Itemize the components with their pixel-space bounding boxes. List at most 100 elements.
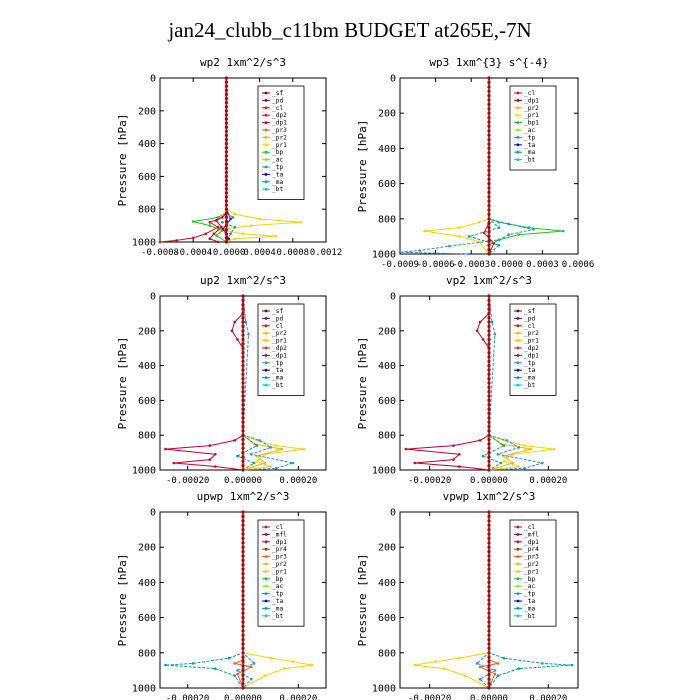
series-point_tp: [497, 238, 501, 242]
legend: _cl_mfl_dp1_pr4_pr3_pr2_pr1_bp_ac_tp_ta_…: [509, 519, 557, 627]
legend-entry: _pr4: [272, 546, 287, 553]
legend-entry: _bp: [272, 149, 283, 156]
legend-marker: [264, 317, 268, 320]
series-point_tp: [493, 669, 497, 672]
legend-marker: [264, 99, 268, 102]
series-point_pr3: [250, 665, 253, 669]
legend-marker: [516, 614, 520, 618]
y-tick-label: 0: [150, 74, 156, 85]
x-tick-label: 0.00000: [224, 476, 262, 486]
series-point_dp1: [458, 465, 461, 468]
series-point_ma: [517, 667, 520, 670]
y-tick-label: 800: [378, 214, 396, 225]
legend-marker: [264, 376, 268, 379]
legend-marker: [516, 540, 520, 544]
legend-entry: _ta: [524, 367, 535, 374]
series-point_dp1: [208, 237, 212, 240]
series-point_pr1: [299, 221, 303, 224]
x-tick-label: 0.0012: [310, 248, 343, 258]
legend-marker: [516, 121, 520, 124]
legend-entry: _pr3: [272, 554, 287, 561]
series-point_pr1: [263, 674, 267, 677]
y-tick-label: 800: [378, 431, 396, 442]
legend-marker: [516, 570, 520, 573]
legend-marker: [516, 599, 520, 603]
series-point_ma: [231, 216, 235, 219]
legend-marker: [516, 106, 520, 110]
legend-entry: _pr1: [272, 142, 287, 149]
series-point_pr1: [502, 460, 506, 463]
series-point_pr1: [274, 444, 278, 447]
legend-entry: _tp: [524, 360, 535, 367]
y-tick-label: 200: [138, 543, 156, 554]
series-point_pr1: [255, 460, 259, 463]
legend-entry: _ac: [524, 583, 535, 590]
series-point_cl: [492, 242, 496, 245]
series-point_dp1: [413, 461, 417, 465]
y-tick-label: 200: [378, 543, 396, 554]
series-point_ma: [497, 243, 501, 247]
y-axis-label: Pressure [hPa]: [356, 337, 369, 430]
y-tick-label: 1000: [372, 250, 396, 261]
series-point_dp1: [208, 444, 212, 447]
series-point_pr3: [233, 662, 236, 665]
series-point_cl: [482, 231, 486, 235]
legend-marker: [264, 121, 268, 124]
x-tick-label: 0.0004: [243, 248, 276, 258]
series-line_ma: [488, 512, 573, 689]
legend-entry: _dp1: [272, 120, 287, 127]
series-point_pr1: [458, 235, 461, 238]
legend-entry: _mfl: [524, 531, 539, 538]
series-point_tp: [236, 669, 239, 672]
series-point_tp: [291, 461, 295, 465]
series-point_pr2: [263, 461, 267, 465]
series-point_dp1: [475, 329, 479, 333]
x-tick-label: 0.0003: [526, 260, 559, 270]
series-point_pr1: [464, 674, 467, 677]
legend-entry: _mfl: [272, 531, 287, 538]
x-tick-label: 0.0006: [562, 260, 595, 270]
panel-5: 0 200 400 600 800 1000 -0.00020 0.00000 0.00020 u…: [116, 490, 327, 700]
series-point_pr1: [553, 447, 556, 451]
legend-entry: _cl: [272, 524, 283, 531]
series-line_pr1: [414, 512, 490, 689]
series-point_tp: [418, 249, 422, 252]
series-point_ma: [233, 674, 236, 677]
legend-marker: [264, 570, 268, 573]
legend-marker: [264, 383, 268, 387]
y-tick-label: 200: [378, 326, 396, 337]
series-point_ma: [481, 454, 485, 458]
legend-entry: _bp: [524, 576, 535, 583]
legend-marker: [264, 547, 268, 551]
x-tick-label: -0.0003: [452, 260, 490, 270]
legend-entry: _dp1: [272, 539, 287, 546]
series-point_dp1: [215, 219, 218, 222]
y-tick-label: 1000: [132, 466, 156, 477]
series-point_pr1: [233, 212, 236, 216]
legend-entry: _dp1: [524, 97, 539, 104]
legend-entry: _ac: [272, 583, 283, 590]
legend-entry: _pr2: [524, 105, 539, 112]
legend-marker: [264, 607, 268, 610]
legend-marker: [264, 540, 268, 544]
series-point_ma: [233, 225, 236, 229]
legend-marker: [516, 150, 520, 154]
y-tick-label: 600: [138, 396, 156, 407]
legend-entry: _sf: [524, 308, 535, 315]
legend-marker: [264, 339, 268, 342]
legend-entry: _pr1: [272, 338, 287, 345]
series-point_pr1: [291, 660, 295, 663]
legend-marker: [264, 173, 268, 176]
series-point_dp1: [214, 453, 217, 456]
series-point_tp: [467, 252, 471, 256]
series-point_tp: [448, 244, 451, 248]
figure-title: jan24_clubb_c11bm BUDGET at265E,-7N: [168, 18, 532, 42]
x-tick-label: -0.00020: [408, 476, 451, 486]
series-line_tp: [399, 78, 534, 255]
legend-entry: _ma: [524, 605, 535, 612]
series-point_pr1: [443, 667, 446, 670]
x-tick-label: -0.0000: [207, 248, 245, 258]
panel-3: 0 200 400 600 800 1000 -0.00020 0.00000 0.00020 u…: [116, 274, 327, 486]
legend-marker: [516, 376, 520, 379]
